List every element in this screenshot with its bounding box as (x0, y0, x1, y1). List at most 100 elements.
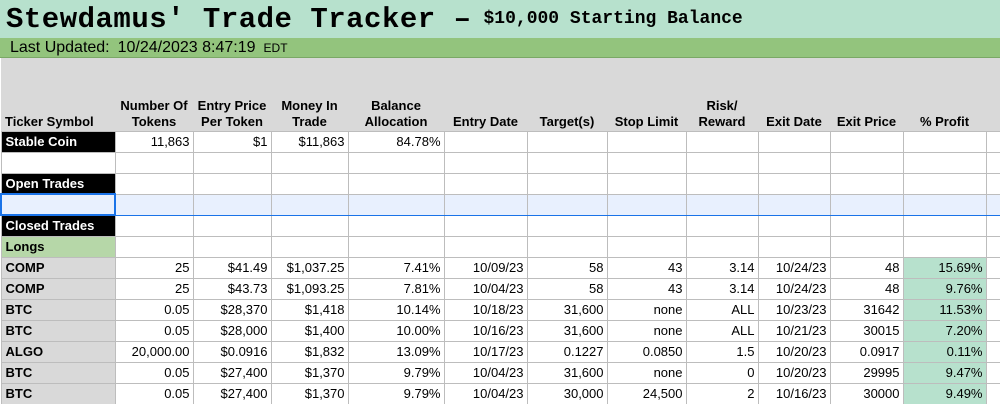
empty-cell[interactable] (829, 151, 904, 174)
risk-reward-cell[interactable]: 0 (685, 361, 759, 384)
percent-profit-cell[interactable]: 11.53% (902, 298, 987, 321)
entry-price-cell[interactable]: $0.0916 (192, 340, 272, 363)
stable-coin-label[interactable]: Stable Coin (0, 130, 116, 153)
empty-cell[interactable] (270, 172, 349, 195)
empty-cell[interactable] (114, 235, 194, 258)
col-header-entry-date[interactable]: Entry Date (444, 58, 527, 131)
empty-cell[interactable] (985, 319, 1000, 342)
empty-cell[interactable] (443, 151, 528, 174)
empty-cell[interactable] (902, 193, 987, 216)
empty-cell[interactable] (526, 214, 608, 237)
empty-cell[interactable] (985, 382, 1000, 404)
target-cell[interactable]: 58 (526, 277, 608, 300)
empty-cell[interactable] (985, 235, 1000, 258)
col-header-exit-price[interactable]: Exit Price (830, 58, 903, 131)
money-in-trade-cell[interactable]: $1,370 (270, 361, 349, 384)
stop-limit-cell[interactable]: 43 (606, 277, 687, 300)
empty-cell[interactable] (347, 214, 445, 237)
target-cell[interactable]: 31,600 (526, 298, 608, 321)
empty-cell[interactable] (985, 172, 1000, 195)
balance-allocation-cell[interactable]: 9.79% (347, 382, 445, 404)
target-cell[interactable]: 30,000 (526, 382, 608, 404)
empty-cell[interactable] (757, 235, 831, 258)
exit-date-cell[interactable]: 10/24/23 (757, 256, 831, 279)
percent-profit-cell[interactable]: 9.47% (902, 361, 987, 384)
entry-date-cell[interactable]: 10/04/23 (443, 382, 528, 404)
stable-coin-tokens[interactable]: 11,863 (114, 130, 194, 153)
empty-cell[interactable] (606, 235, 687, 258)
entry-price-cell[interactable]: $27,400 (192, 382, 272, 404)
empty-cell[interactable] (270, 151, 349, 174)
empty-cell[interactable] (685, 214, 759, 237)
empty-cell[interactable] (829, 172, 904, 195)
empty-cell[interactable] (192, 193, 272, 216)
empty-cell[interactable] (902, 130, 987, 153)
empty-cell[interactable] (757, 193, 831, 216)
empty-cell[interactable] (114, 151, 194, 174)
col-header-exit-date[interactable]: Exit Date (758, 58, 830, 131)
empty-cell[interactable] (757, 214, 831, 237)
empty-cell[interactable] (270, 193, 349, 216)
empty-cell[interactable] (685, 235, 759, 258)
number-of-tokens-cell[interactable]: 20,000.00 (114, 340, 194, 363)
empty-cell[interactable] (685, 151, 759, 174)
empty-cell[interactable] (606, 151, 687, 174)
empty-cell[interactable] (114, 193, 194, 216)
ticker-symbol-cell[interactable]: BTC (0, 361, 116, 384)
empty-cell[interactable] (443, 235, 528, 258)
empty-cell[interactable] (347, 172, 445, 195)
empty-cell[interactable] (985, 277, 1000, 300)
risk-reward-cell[interactable]: 3.14 (685, 256, 759, 279)
exit-date-cell[interactable]: 10/23/23 (757, 298, 831, 321)
number-of-tokens-cell[interactable]: 25 (114, 256, 194, 279)
exit-price-cell[interactable]: 30015 (829, 319, 904, 342)
exit-date-cell[interactable]: 10/20/23 (757, 340, 831, 363)
entry-price-cell[interactable]: $28,000 (192, 319, 272, 342)
empty-cell[interactable] (902, 235, 987, 258)
percent-profit-cell[interactable]: 0.11% (902, 340, 987, 363)
exit-date-cell[interactable]: 10/16/23 (757, 382, 831, 404)
empty-cell[interactable] (985, 361, 1000, 384)
col-header-extra[interactable] (986, 58, 1000, 131)
number-of-tokens-cell[interactable]: 0.05 (114, 361, 194, 384)
empty-cell[interactable] (902, 214, 987, 237)
percent-profit-cell[interactable]: 15.69% (902, 256, 987, 279)
empty-cell[interactable] (902, 172, 987, 195)
longs-label[interactable]: Longs (0, 235, 116, 258)
empty-cell[interactable] (606, 130, 687, 153)
entry-date-cell[interactable]: 10/04/23 (443, 361, 528, 384)
col-header-entry-price[interactable]: Entry Price Per Token (193, 58, 271, 131)
ticker-symbol-cell[interactable]: BTC (0, 298, 116, 321)
stop-limit-cell[interactable]: 24,500 (606, 382, 687, 404)
col-header-ticker[interactable]: Ticker Symbol (1, 58, 115, 131)
empty-cell[interactable] (192, 235, 272, 258)
risk-reward-cell[interactable]: ALL (685, 298, 759, 321)
exit-price-cell[interactable]: 0.0917 (829, 340, 904, 363)
empty-cell[interactable] (192, 214, 272, 237)
entry-price-cell[interactable]: $27,400 (192, 361, 272, 384)
empty-cell[interactable] (347, 151, 445, 174)
target-cell[interactable]: 31,600 (526, 319, 608, 342)
number-of-tokens-cell[interactable]: 0.05 (114, 319, 194, 342)
empty-cell[interactable] (114, 172, 194, 195)
ticker-symbol-cell[interactable]: COMP (0, 256, 116, 279)
empty-cell[interactable] (192, 172, 272, 195)
empty-cell[interactable] (757, 151, 831, 174)
balance-allocation-cell[interactable]: 10.14% (347, 298, 445, 321)
empty-cell[interactable] (985, 214, 1000, 237)
money-in-trade-cell[interactable]: $1,093.25 (270, 277, 349, 300)
empty-cell[interactable] (0, 151, 116, 174)
col-header-targets[interactable]: Target(s) (527, 58, 607, 131)
money-in-trade-cell[interactable]: $1,400 (270, 319, 349, 342)
empty-cell[interactable] (685, 172, 759, 195)
ticker-symbol-cell[interactable]: ALGO (0, 340, 116, 363)
empty-cell[interactable] (985, 151, 1000, 174)
stop-limit-cell[interactable]: 43 (606, 256, 687, 279)
empty-cell[interactable] (526, 151, 608, 174)
closed-trades-label[interactable]: Closed Trades (0, 214, 116, 237)
percent-profit-cell[interactable]: 7.20% (902, 319, 987, 342)
empty-cell[interactable] (985, 130, 1000, 153)
exit-price-cell[interactable]: 48 (829, 256, 904, 279)
empty-cell[interactable] (606, 193, 687, 216)
risk-reward-cell[interactable]: 2 (685, 382, 759, 404)
